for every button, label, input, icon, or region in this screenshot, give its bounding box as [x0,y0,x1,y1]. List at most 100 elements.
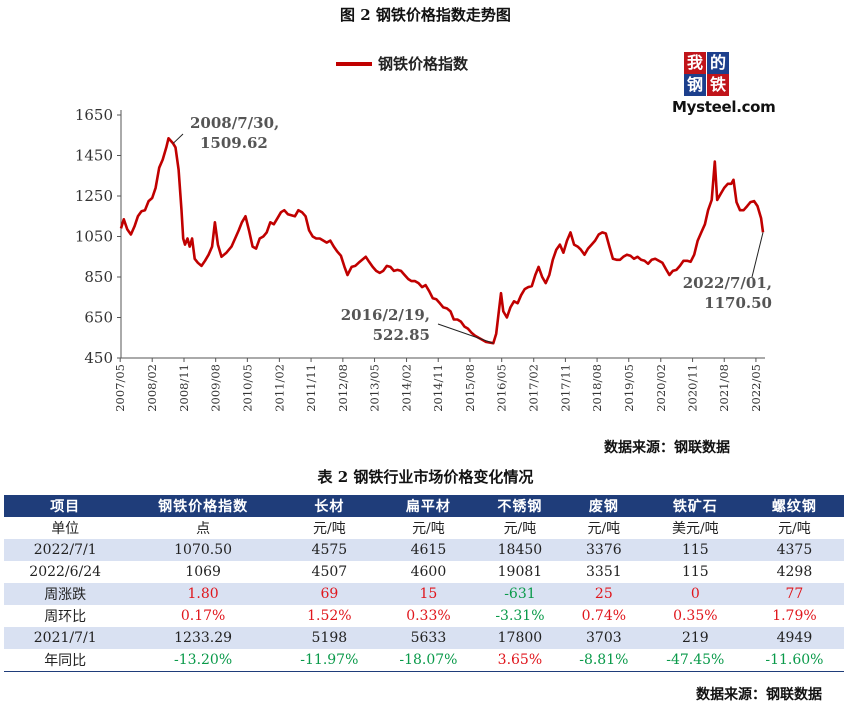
table-cell: 15 [378,583,478,605]
table-cell: 1233.29 [126,627,280,649]
table-cell: 19081 [497,564,543,580]
table-cell: 0.17% [180,608,226,624]
x-tick-label: 2010/05 [240,364,254,412]
table-cell: 3376 [561,539,646,561]
x-tick-label: 2016/05 [495,364,509,412]
annotation-leader [751,232,764,278]
price-index-line [119,137,765,345]
logo-char: 铁 [707,74,729,96]
table-cell: 25 [561,583,646,605]
table-row: 2021/7/1 1233.29 5198 5633 17800 3703 219 4949 [4,627,844,649]
y-tick-label: 450 [84,349,113,367]
table-cell: 点 [196,521,211,537]
x-tick-label: 2011/11 [304,364,318,412]
x-tick-label: 2007/05 [113,364,127,412]
x-tick-label: 2019/05 [622,364,636,412]
y-tick-label: 1050 [75,228,113,246]
x-tick-label: 2021/08 [717,364,731,412]
table-cell: 0.35% [673,608,718,624]
table-cell: 5198 [279,627,379,649]
table-cell: 年同比 [4,649,127,672]
x-tick-label: 2017/02 [527,364,541,412]
annotation-date: 2022/7/01, [683,274,772,292]
x-tick-label: 2013/05 [368,364,382,412]
table-cell: 4575 [279,539,379,561]
x-tick-label: 2020/02 [654,364,668,412]
table-cell: 4298 [776,564,813,580]
table-cell: 0.33% [406,608,451,624]
legend-label: 钢铁价格指数 [378,55,469,73]
table-source-note: 数据来源：钢联数据 [696,687,822,703]
annotation-date: 2016/2/19, [341,306,430,324]
table-header-row: 项目 钢铁价格指数 长材 扁平材 不锈钢 废钢 铁矿石 螺纹钢 [4,495,844,517]
table-cell: 3351 [586,564,622,580]
x-tick-label: 2014/11 [431,364,445,412]
table-row: 2022/6/24 1069 4507 4600 19081 3351 115 4298 [4,561,844,583]
x-tick-label: 2022/05 [749,364,763,412]
col-header: 钢铁价格指数 [126,495,280,517]
table-cell: 77 [744,583,844,605]
table-cell: -18.07% [378,649,478,672]
table-cell: 5633 [378,627,478,649]
table-cell: 元/吨 [503,521,537,537]
table-cell: 元/吨 [587,521,621,537]
table-cell: 4949 [744,627,844,649]
table-cell: 1.80 [126,583,280,605]
table-cell: 3703 [561,627,646,649]
col-header: 铁矿石 [645,495,745,517]
col-header: 扁平材 [378,495,478,517]
col-header: 废钢 [561,495,646,517]
table-cell: 3.65% [477,649,562,672]
y-tick-label: 650 [84,309,113,327]
y-tick-label: 1250 [75,187,113,205]
table-row: 单位 点 元/吨 元/吨 元/吨 元/吨 美元/吨 元/吨 [4,517,844,539]
x-tick-label: 2014/02 [400,364,414,412]
price-change-table: 项目 钢铁价格指数 长材 扁平材 不锈钢 废钢 铁矿石 螺纹钢 单位 点 元/吨 元/… [4,495,844,672]
col-header: 长材 [279,495,379,517]
table-cell: 元/吨 [778,521,811,537]
annotation-value: 1509.62 [200,134,268,152]
annotation-value: 1170.50 [704,294,772,312]
table-cell: 周涨跌 [4,583,127,605]
table-title: 表 2 钢铁行业市场价格变化情况 [317,468,534,486]
table-row: 2022/7/1 1070.50 4575 4615 18450 3376 115 4375 [4,539,844,561]
table-cell: 18450 [477,539,562,561]
table-cell: 1070.50 [126,539,280,561]
table-cell: 1.52% [307,608,352,624]
x-tick-label: 2011/02 [272,364,286,412]
y-tick-label: 850 [84,268,113,286]
table-cell: -13.20% [126,649,280,672]
table-cell: 4375 [744,539,844,561]
table-row: 年同比 -13.20% -11.97% -18.07% 3.65% -8.81% -47.4… [4,649,844,672]
table-cell: 219 [645,627,745,649]
table-cell: -47.45% [645,649,745,672]
table-cell: 元/吨 [412,521,445,537]
table-cell: 115 [681,564,709,580]
x-tick-label: 2008/02 [145,364,159,412]
table-cell: 0.74% [581,608,627,624]
table-cell: 周环比 [44,609,87,625]
annotation-leader [172,133,184,144]
x-tick-label: 2017/11 [558,364,572,412]
table-cell: 2022/6/24 [29,564,102,580]
col-header: 螺纹钢 [744,495,844,517]
x-tick-label: 2008/11 [177,364,191,412]
annotation-date: 2008/7/30, [190,114,279,132]
table-row: 周环比 0.17% 1.52% 0.33% -3.31% 0.74% 0.35% 1.79% [4,605,844,627]
price-index-chart: 450 650 850 1050 1250 1450 1650 2007/05 2008/02 2… [75,55,772,412]
table-cell: 69 [279,583,379,605]
x-tick-label: 2020/11 [686,364,700,412]
table-cell: 1069 [185,564,221,580]
annotation-value: 522.85 [373,326,430,344]
table-cell: -3.31% [495,608,545,624]
table-cell: 4615 [378,539,478,561]
table-cell: -11.60% [744,649,844,672]
logo-char: 的 [707,52,729,74]
annotation-leader [437,323,494,344]
table-cell: 17800 [477,627,562,649]
x-tick-label: 2018/08 [590,364,604,412]
chart-source-note: 数据来源：钢联数据 [604,440,730,456]
col-header: 不锈钢 [477,495,562,517]
y-tick-label: 1450 [75,147,113,165]
table-cell: 115 [645,539,745,561]
